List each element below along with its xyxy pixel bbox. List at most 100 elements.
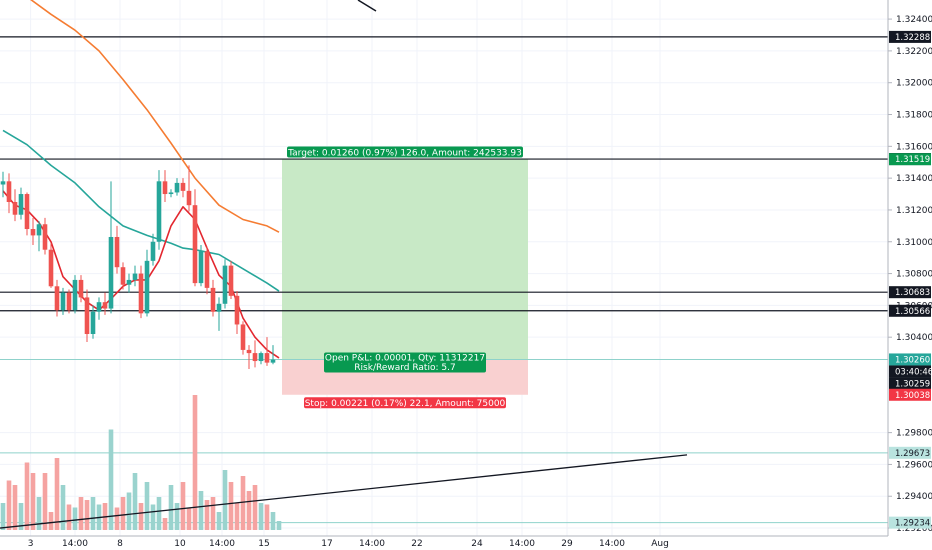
svg-text:1.32288: 1.32288 xyxy=(895,33,930,43)
candle xyxy=(192,189,198,287)
svg-text:1.29673: 1.29673 xyxy=(895,449,930,459)
price-tag-last[interactable]: 1.30259 xyxy=(889,377,931,390)
line-price-tag-0[interactable]: 1.32288 xyxy=(889,30,931,43)
line-price-tag-3[interactable]: 1.30566 xyxy=(889,304,931,317)
candle xyxy=(234,291,240,335)
time-axis[interactable]: 3 14:00 8 10 14:00 15 17 14:00 22 24 14:00 29 14:00 A… xyxy=(0,535,888,550)
volume-bar xyxy=(168,485,174,530)
price-tick-label: 1.31000 xyxy=(896,238,932,248)
candle xyxy=(174,178,180,196)
volume-bar xyxy=(6,480,12,530)
candle xyxy=(180,178,186,198)
time-tick-label: 3 xyxy=(28,539,34,549)
time-tick-label: 15 xyxy=(258,539,269,549)
volume-bar xyxy=(216,512,222,530)
time-tick-label: 14:00 xyxy=(209,539,235,549)
candle xyxy=(24,192,30,236)
time-tick-label: 14:00 xyxy=(62,539,88,549)
profit-zone[interactable] xyxy=(282,159,528,360)
candle xyxy=(240,321,246,355)
price-tick-label: 1.32400 xyxy=(896,15,932,25)
volume-bar xyxy=(264,504,270,530)
candle xyxy=(264,337,270,366)
price-axis[interactable]: 1.32400 1.32200 1.32000 1.31800 1.31600 1.314… xyxy=(887,0,932,550)
time-axis-bg[interactable] xyxy=(0,536,888,550)
candle xyxy=(252,340,258,368)
volume-bar xyxy=(108,429,114,530)
price-tick-label: 1.31800 xyxy=(896,111,932,121)
price-tag-target[interactable]: 1.31519 xyxy=(889,153,931,166)
teal-price-tag-1[interactable]: 1.29673 xyxy=(889,446,931,459)
time-tick-label: 14:00 xyxy=(599,539,625,549)
line-price-tag-2[interactable]: 1.30683 xyxy=(889,286,931,299)
time-tick-label: 8 xyxy=(117,539,123,549)
volume-bar xyxy=(252,485,258,530)
stop-label[interactable]: Stop: 0.00221 (0.17%) 22.1, Amount: 7500… xyxy=(304,397,506,409)
target-label[interactable]: Target: 0.01260 (0.97%) 126.0, Amount: 2… xyxy=(287,146,523,159)
candle xyxy=(126,273,132,293)
volume-bar xyxy=(90,497,96,530)
candle xyxy=(120,262,126,290)
candle xyxy=(42,217,48,255)
position-zones[interactable] xyxy=(282,159,528,395)
price-tag-countdown[interactable]: 03:40:46 xyxy=(889,365,932,378)
position-labels[interactable]: Target: 0.01260 (0.97%) 126.0, Amount: 2… xyxy=(287,146,523,409)
candle xyxy=(258,351,264,365)
drawing-fragment[interactable] xyxy=(357,0,377,12)
volume-bar xyxy=(120,497,126,530)
svg-text:1.30038: 1.30038 xyxy=(895,391,930,401)
candle xyxy=(96,297,102,320)
trendline-line[interactable] xyxy=(0,454,688,529)
price-tick-label: 1.30400 xyxy=(896,333,932,343)
candle xyxy=(84,289,90,342)
candle xyxy=(246,345,252,369)
svg-text:1.30566: 1.30566 xyxy=(895,307,930,317)
time-tick-label: 24 xyxy=(471,539,483,549)
volume-bar xyxy=(114,507,120,530)
price-tag-current[interactable]: 1.30260 xyxy=(889,353,931,366)
price-tag-stop[interactable]: 1.30038 xyxy=(889,388,931,401)
candle xyxy=(102,292,108,315)
candle xyxy=(12,189,18,222)
candle xyxy=(270,345,276,365)
volume-bar xyxy=(48,512,54,530)
price-tick-label: 1.32000 xyxy=(896,79,932,89)
candle xyxy=(66,289,72,314)
time-tick-label: Aug xyxy=(651,539,669,549)
candle xyxy=(78,275,84,303)
volume-bar xyxy=(18,503,24,530)
svg-text:1.30259: 1.30259 xyxy=(895,379,930,389)
candle xyxy=(30,217,36,245)
candle xyxy=(0,171,6,198)
volume-bar xyxy=(192,395,198,530)
candle xyxy=(228,260,234,300)
candle xyxy=(144,249,150,317)
volume-bar xyxy=(66,504,72,530)
volume-bar xyxy=(204,500,210,530)
candle xyxy=(60,287,66,315)
volume-bar xyxy=(84,500,90,530)
svg-text:1.30260: 1.30260 xyxy=(895,355,930,365)
svg-text:1.29234: 1.29234 xyxy=(895,519,930,529)
time-tick-label: 29 xyxy=(561,539,573,549)
svg-text:Risk/Reward Ratio: 5.7: Risk/Reward Ratio: 5.7 xyxy=(354,363,455,373)
volume-bar xyxy=(150,504,156,530)
volume-bar xyxy=(42,473,48,530)
teal-price-tag-2[interactable]: 1.29234 xyxy=(889,516,931,529)
volume-bar xyxy=(24,462,30,530)
open-pl-label[interactable]: Open P&L: 0.00001, Qty: 11312217Risk/Rew… xyxy=(324,352,486,373)
trendline[interactable] xyxy=(0,0,688,529)
volume-bar xyxy=(72,507,78,530)
volume-bar xyxy=(126,492,132,530)
candle xyxy=(162,170,168,202)
time-tick-label: 14:00 xyxy=(509,539,535,549)
time-tick-label: 22 xyxy=(411,539,422,549)
candle xyxy=(138,265,144,319)
volume-bar xyxy=(36,497,42,530)
price-tick-label: 1.29200 xyxy=(896,524,932,534)
candle xyxy=(132,265,138,287)
time-tick-label: 10 xyxy=(174,539,186,549)
candle xyxy=(150,233,156,266)
